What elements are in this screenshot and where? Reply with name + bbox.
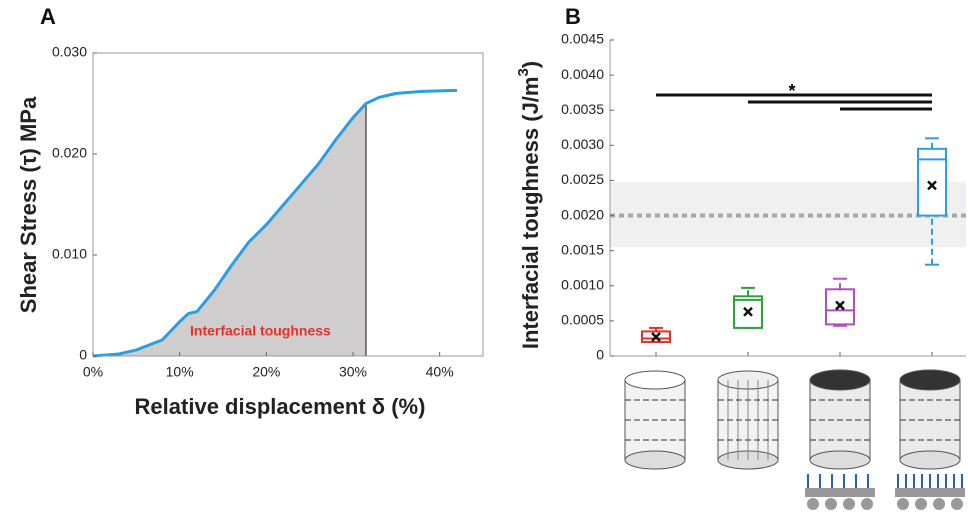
y-tick-label: 0.0020 xyxy=(561,206,604,222)
y-tick-label: 0.030 xyxy=(52,44,87,60)
x-tick-label: 30% xyxy=(339,364,367,380)
x-tick-label: 10% xyxy=(166,364,194,380)
shaded-area xyxy=(93,104,366,357)
scaffold-illustrations xyxy=(625,370,965,510)
x-tick-label: 40% xyxy=(426,364,454,380)
y-tick-label: 0 xyxy=(79,347,87,363)
x-tick-label: 0% xyxy=(83,364,103,380)
y-axis-label: Shear Stress (τ) MPa xyxy=(16,96,41,313)
y-tick-label: 0.0025 xyxy=(561,171,604,187)
y-tick-label: 0.0005 xyxy=(561,312,604,328)
x-axis-label: Relative displacement δ (%) xyxy=(135,394,426,419)
figure: A B Relative displacement δ (%) Shear St… xyxy=(0,0,968,520)
panel-label: A xyxy=(40,4,56,29)
y-tick-label: 0.0015 xyxy=(561,241,604,257)
y-tick-label: 0.0030 xyxy=(561,136,604,152)
y-tick-label: 0 xyxy=(596,347,604,363)
y-tick-label: 0.0035 xyxy=(561,101,604,117)
annotation: Interfacial toughness xyxy=(190,323,331,339)
y-tick-label: 0.0045 xyxy=(561,31,604,47)
y-axis-label-end: ) xyxy=(518,61,543,68)
y-tick-label: 0.010 xyxy=(52,246,87,262)
panel-label: B xyxy=(565,4,581,29)
y-axis-label: Interfacial toughness (J/m3) xyxy=(515,61,543,349)
x-tick-label: 20% xyxy=(252,364,280,380)
y-axis-label-sup: 3 xyxy=(515,68,532,76)
reference-band xyxy=(610,182,966,247)
y-tick-label: 0.0010 xyxy=(561,276,604,292)
significance-label: * xyxy=(788,81,795,101)
y-tick-label: 0.0040 xyxy=(561,66,604,82)
y-axis-label-main: Interfacial toughness (J/m xyxy=(518,77,543,350)
y-tick-label: 0.020 xyxy=(52,145,87,161)
